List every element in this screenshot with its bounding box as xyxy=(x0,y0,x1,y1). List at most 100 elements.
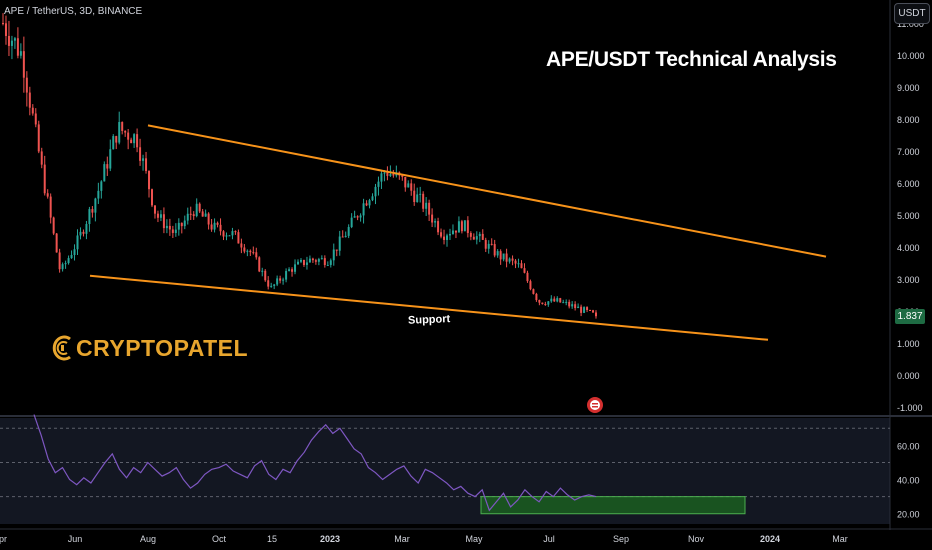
candle-body xyxy=(538,299,541,303)
price-tick-label: 10.000 xyxy=(897,51,925,61)
candle-body xyxy=(153,205,156,214)
time-tick-label: Nov xyxy=(688,534,705,544)
candle-body xyxy=(574,304,577,309)
last-price-badge: 1.837 xyxy=(895,309,925,324)
candle-body xyxy=(124,130,127,133)
time-tick-label: 2024 xyxy=(760,534,780,544)
candle-body xyxy=(350,217,353,228)
candle-body xyxy=(434,221,437,223)
candle-body xyxy=(487,243,490,249)
candle-body xyxy=(472,236,475,240)
candle-body xyxy=(437,221,440,233)
candle-body xyxy=(335,249,338,251)
candle-body xyxy=(463,220,466,232)
candle-body xyxy=(28,92,31,108)
candle-body xyxy=(532,289,535,294)
candle-body xyxy=(299,259,302,262)
candle-body xyxy=(13,38,16,41)
candle-body xyxy=(484,239,487,249)
candle-body xyxy=(326,264,329,266)
candle-body xyxy=(64,263,67,265)
candle-body xyxy=(228,235,231,237)
candle-body xyxy=(577,306,580,309)
candle-body xyxy=(115,136,118,143)
candle-body xyxy=(133,134,136,144)
candle-body xyxy=(213,222,216,230)
candle-body xyxy=(255,252,258,258)
candle-body xyxy=(448,234,451,236)
candle-body xyxy=(535,293,538,300)
candle-body xyxy=(231,231,234,236)
trendlines-group xyxy=(89,124,827,341)
candle-body xyxy=(371,196,374,201)
price-tick-label: 0.000 xyxy=(897,371,920,381)
candle-body xyxy=(7,35,10,46)
price-tick-label: 7.000 xyxy=(897,147,920,157)
rsi-highlight-zone[interactable] xyxy=(480,496,746,515)
candle-body xyxy=(252,252,255,254)
candle-body xyxy=(589,309,592,311)
candle-body xyxy=(198,203,201,212)
candle-body xyxy=(49,196,52,218)
candle-body xyxy=(565,301,568,303)
candle-body xyxy=(43,164,46,194)
candle-body xyxy=(475,236,478,240)
candle-body xyxy=(142,158,145,161)
candle-body xyxy=(383,172,386,174)
candle-body xyxy=(359,215,362,218)
candle-body xyxy=(189,213,192,215)
candle-body xyxy=(183,220,186,227)
candle-body xyxy=(443,236,446,240)
candle-body xyxy=(2,23,4,24)
candle-body xyxy=(222,231,225,237)
symbol-label[interactable]: APE / TetherUS, 3D, BINANCE xyxy=(4,6,143,17)
candle-body xyxy=(580,306,583,313)
candle-body xyxy=(505,253,508,262)
candle-body xyxy=(240,243,243,248)
rsi-tick-label: 60.00 xyxy=(897,441,920,451)
logo-emblem-icon xyxy=(52,335,71,361)
candle-body xyxy=(31,107,34,114)
candle-body xyxy=(246,250,249,252)
candle-body xyxy=(136,134,139,148)
rsi-tick-label: 20.00 xyxy=(897,510,920,520)
time-tick-label: Aug xyxy=(140,534,156,544)
candle-body xyxy=(195,203,198,217)
candle-body xyxy=(139,147,142,161)
candle-body xyxy=(481,233,484,240)
candle-body xyxy=(559,298,562,303)
candle-body xyxy=(431,214,434,223)
candle-body xyxy=(258,257,261,272)
candle-body xyxy=(520,263,523,269)
candle-body xyxy=(4,23,7,36)
candle-body xyxy=(55,233,58,253)
candle-body xyxy=(529,281,532,290)
candle-body xyxy=(186,213,189,221)
candle-body xyxy=(451,230,454,235)
resistance-trendline[interactable] xyxy=(147,124,827,258)
candle-body xyxy=(592,310,595,313)
candle-body xyxy=(285,271,288,280)
price-tick-label: 8.000 xyxy=(897,115,920,125)
currency-button[interactable]: USDT xyxy=(894,3,930,24)
candle-body xyxy=(440,232,443,237)
price-tick-label: 9.000 xyxy=(897,83,920,93)
rsi-background xyxy=(0,418,890,524)
candle-body xyxy=(237,232,240,244)
candle-body xyxy=(100,181,103,191)
price-tick-label: 6.000 xyxy=(897,179,920,189)
rsi-group xyxy=(0,414,890,515)
candle-body xyxy=(344,235,347,238)
price-tick-label: 4.000 xyxy=(897,243,920,253)
candle-body xyxy=(85,224,88,234)
candle-body xyxy=(82,231,85,234)
candle-body xyxy=(73,249,76,255)
time-axis[interactable]: Apr Jun Aug Oct 15 2023 Mar May Jul Sep Nov 2024 Mar xyxy=(0,534,848,544)
candle-body xyxy=(583,307,586,313)
candle-body xyxy=(362,203,365,216)
event-flag-icon[interactable] xyxy=(586,396,604,414)
candle-body xyxy=(109,149,112,169)
candle-body xyxy=(407,183,410,188)
support-trendline[interactable] xyxy=(89,274,769,341)
candle-body xyxy=(261,270,264,272)
